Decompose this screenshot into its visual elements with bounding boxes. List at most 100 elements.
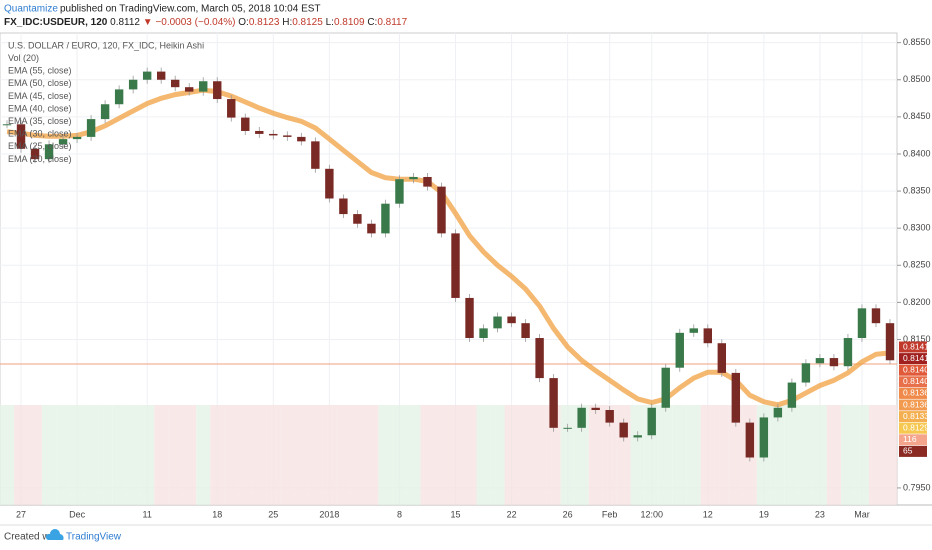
candle — [507, 316, 516, 324]
candle — [563, 427, 572, 429]
price-tag-label: 0.8140 — [903, 364, 929, 374]
footer-brand[interactable]: TradingView — [66, 532, 122, 543]
volume-shade — [280, 405, 295, 505]
volume-shade — [406, 405, 421, 505]
candle — [605, 410, 614, 423]
candle — [549, 378, 558, 428]
candle — [213, 81, 222, 100]
candle — [423, 176, 432, 187]
candle — [297, 136, 306, 142]
volume-shade — [56, 405, 71, 505]
candle — [409, 176, 418, 180]
volume-shade — [476, 405, 491, 505]
volume-shade — [784, 405, 799, 505]
candle — [30, 148, 40, 160]
volume-shade — [308, 405, 323, 505]
x-tick-label: Dec — [69, 509, 86, 519]
candle — [787, 382, 797, 408]
author[interactable]: Quantamize — [4, 4, 58, 15]
x-tick-label: 25 — [268, 509, 278, 519]
volume-shade — [812, 405, 827, 505]
volume-shade — [532, 405, 547, 505]
x-tick-label: Feb — [602, 509, 618, 519]
quote-line: FX_IDC:USDEUR, 120 0.8112 ▼ −0.0003 (−0.… — [4, 17, 408, 28]
price-tag — [899, 341, 927, 353]
price-tag-label: 0.8136 — [903, 388, 929, 398]
legend-entry: EMA (45, close) — [8, 91, 72, 101]
volume-shade — [182, 405, 197, 505]
price-tag-label: 0.8133 — [903, 411, 929, 421]
price-tag — [899, 376, 927, 388]
candle — [451, 233, 460, 298]
ema-line — [6, 87, 891, 408]
volume-shade — [434, 405, 449, 505]
legend-entry: EMA (40, close) — [8, 103, 72, 113]
volume-shade — [588, 405, 603, 505]
candle — [745, 422, 755, 458]
candle — [170, 79, 180, 88]
volume-shade — [854, 405, 869, 505]
price-tag-label: 0.8141 — [903, 341, 929, 351]
candle — [843, 338, 853, 367]
volume-shade — [630, 405, 645, 505]
quote-label: C: — [367, 17, 377, 28]
candle — [283, 135, 292, 137]
legend-entry: EMA (20, close) — [8, 154, 72, 164]
x-tick-label: 15 — [451, 509, 461, 519]
volume-shade — [168, 405, 183, 505]
volume-shade — [154, 405, 169, 505]
legend-entry: Vol (20) — [8, 53, 39, 63]
candle — [86, 119, 96, 137]
volume-shade — [126, 405, 141, 505]
quote-label: O: — [238, 17, 249, 28]
candle — [325, 168, 334, 199]
candle — [381, 203, 390, 234]
candle — [731, 372, 741, 423]
volume-shade — [112, 405, 127, 505]
volume-shade — [560, 405, 575, 505]
x-tick-label: 12:00 — [640, 509, 663, 519]
y-tick-label: 0.8150 — [903, 334, 931, 344]
candle — [661, 367, 670, 408]
volume-shade — [378, 405, 393, 505]
candle — [185, 87, 194, 92]
candle — [2, 124, 12, 126]
candle — [367, 223, 376, 234]
volume-shade — [658, 405, 673, 505]
candle — [829, 358, 839, 367]
x-tick-label: 12 — [703, 509, 713, 519]
candle — [689, 328, 698, 333]
candle — [801, 363, 811, 383]
price-tag-label: 0.8129 — [903, 422, 929, 432]
candle — [857, 308, 867, 339]
candle — [591, 407, 600, 411]
volume-shade — [826, 405, 841, 505]
y-tick-label: 0.8450 — [903, 111, 931, 121]
quote-value: 0.8117 — [377, 17, 407, 28]
x-tick-label: 8 — [397, 509, 402, 519]
price-tag — [899, 422, 927, 434]
volume-shade — [98, 405, 113, 505]
candle — [493, 316, 502, 329]
volume-shade — [14, 405, 29, 505]
candle — [241, 117, 250, 131]
volume-shade — [28, 405, 43, 505]
candle — [773, 407, 783, 418]
volume-shade — [728, 405, 743, 505]
candle — [255, 130, 264, 134]
price-tag-label: 116 — [903, 434, 917, 444]
x-tick-label: 18 — [212, 509, 222, 519]
volume-shade — [546, 405, 561, 505]
volume-shade — [574, 405, 589, 505]
y-tick-label: 0.8400 — [903, 148, 931, 158]
volume-shade — [210, 405, 225, 505]
quote-value: 0.8123 — [249, 17, 280, 28]
candle — [815, 358, 825, 364]
candle — [577, 407, 586, 428]
volume-shade — [770, 405, 785, 505]
volume-shade — [350, 405, 365, 505]
candle — [479, 328, 488, 339]
candle — [142, 71, 152, 80]
candle — [647, 407, 656, 436]
